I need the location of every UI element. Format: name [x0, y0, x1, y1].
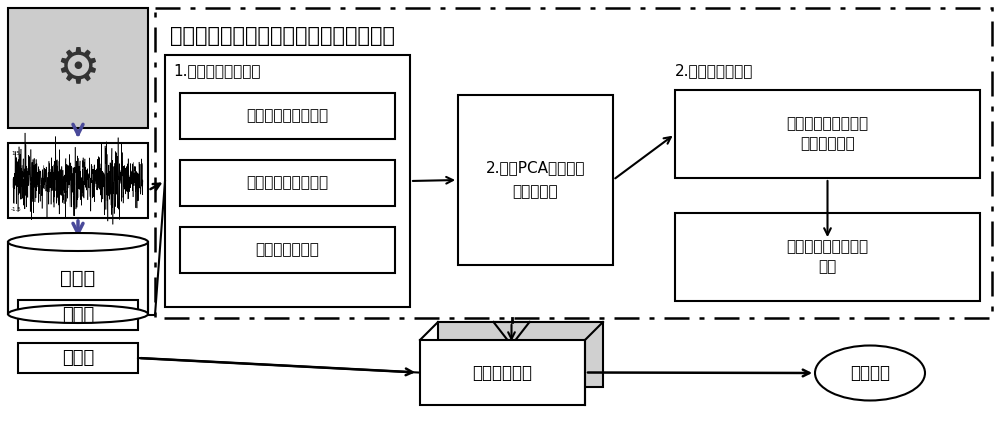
- Ellipse shape: [8, 305, 148, 323]
- Text: 扩展级联层次并输出: 扩展级联层次并输出: [786, 239, 869, 255]
- Text: 每层输出与降维特征: 每层输出与降维特征: [786, 116, 869, 132]
- Text: 征向量降维: 征向量降维: [513, 184, 558, 200]
- Text: 基于改进深度森林的齿轮箱故障诊断模型: 基于改进深度森林的齿轮箱故障诊断模型: [170, 26, 395, 46]
- Text: 训练好的模型: 训练好的模型: [473, 364, 532, 382]
- Bar: [180, 160, 395, 206]
- Bar: [155, 8, 992, 318]
- Text: ⚙: ⚙: [56, 44, 100, 92]
- Bar: [8, 143, 148, 218]
- Bar: [180, 227, 395, 273]
- Bar: [18, 343, 138, 373]
- Text: 1.5: 1.5: [11, 151, 20, 156]
- Text: -1.5: -1.5: [11, 207, 22, 212]
- Text: 诊断结果: 诊断结果: [850, 364, 890, 382]
- Bar: [438, 322, 603, 387]
- Text: 的拼接与传递: 的拼接与传递: [800, 136, 855, 151]
- Bar: [675, 213, 980, 301]
- Text: 训练集: 训练集: [62, 306, 94, 324]
- Bar: [458, 95, 613, 265]
- Bar: [675, 90, 980, 178]
- Text: 多尺度特征融合: 多尺度特征融合: [256, 242, 319, 258]
- Ellipse shape: [8, 233, 148, 251]
- Text: 2.改进的级联森林: 2.改进的级联森林: [675, 64, 753, 78]
- Bar: [8, 242, 148, 314]
- Text: 测试集: 测试集: [62, 349, 94, 367]
- Bar: [8, 8, 148, 128]
- Bar: [420, 340, 585, 405]
- Text: 2.基于PCA的变换特: 2.基于PCA的变换特: [486, 160, 585, 176]
- Text: 基于池化的特征增强: 基于池化的特征增强: [246, 176, 329, 191]
- Ellipse shape: [815, 345, 925, 401]
- Text: 数据集: 数据集: [60, 269, 96, 287]
- Bar: [18, 300, 138, 330]
- Bar: [165, 55, 410, 307]
- Bar: [180, 93, 395, 139]
- Text: 结果: 结果: [818, 259, 837, 275]
- Text: 1.改进的多粒度扫描: 1.改进的多粒度扫描: [173, 64, 260, 78]
- Text: 数据特征多尺度采样: 数据特征多尺度采样: [246, 109, 329, 123]
